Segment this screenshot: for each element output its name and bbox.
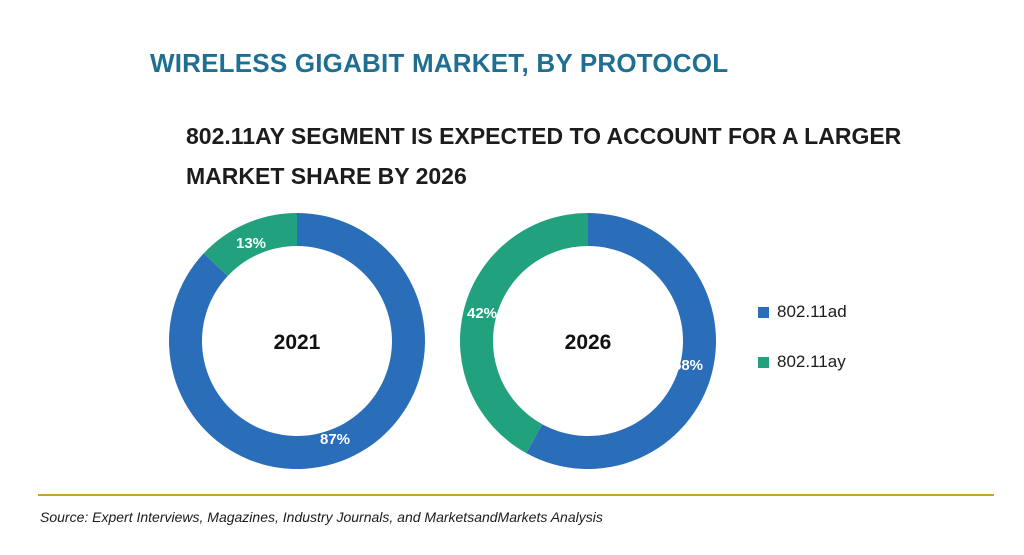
donut-2026-value-label-1: 42% [467, 305, 497, 322]
donut-center-label-2021: 2021 [274, 331, 321, 354]
legend: 802.11ad 802.11ay [758, 300, 847, 400]
footer-divider [38, 494, 994, 496]
legend-label-802-11ay: 802.11ay [777, 352, 846, 371]
donut-2021-slice-802-11ay [203, 213, 297, 276]
donut-2026-slice-802-11ay [459, 213, 588, 454]
legend-item-802-11ad: 802.11ad [758, 300, 847, 324]
legend-label-802-11ad: 802.11ad [777, 302, 847, 321]
legend-swatch-802-11ay [758, 356, 769, 368]
legend-swatch-802-11ad [758, 306, 769, 318]
chart-subtitle: 802.11AY SEGMENT IS EXPECTED TO ACCOUNT … [186, 123, 902, 189]
donut-center-label-2026: 2026 [565, 331, 612, 354]
donut-2026-value-label-0: 58% [673, 357, 703, 374]
chart-title: WIRELESS GIGABIT MARKET, BY PROTOCOL [150, 48, 729, 78]
donut-2021-value-label-0: 87% [320, 431, 350, 448]
donut-2026-slice-802-11ad [526, 213, 716, 469]
legend-item-802-11ay: 802.11ay [758, 350, 847, 374]
donut-2021-value-label-1: 13% [236, 235, 266, 252]
source-note: Source: Expert Interviews, Magazines, In… [40, 509, 603, 525]
